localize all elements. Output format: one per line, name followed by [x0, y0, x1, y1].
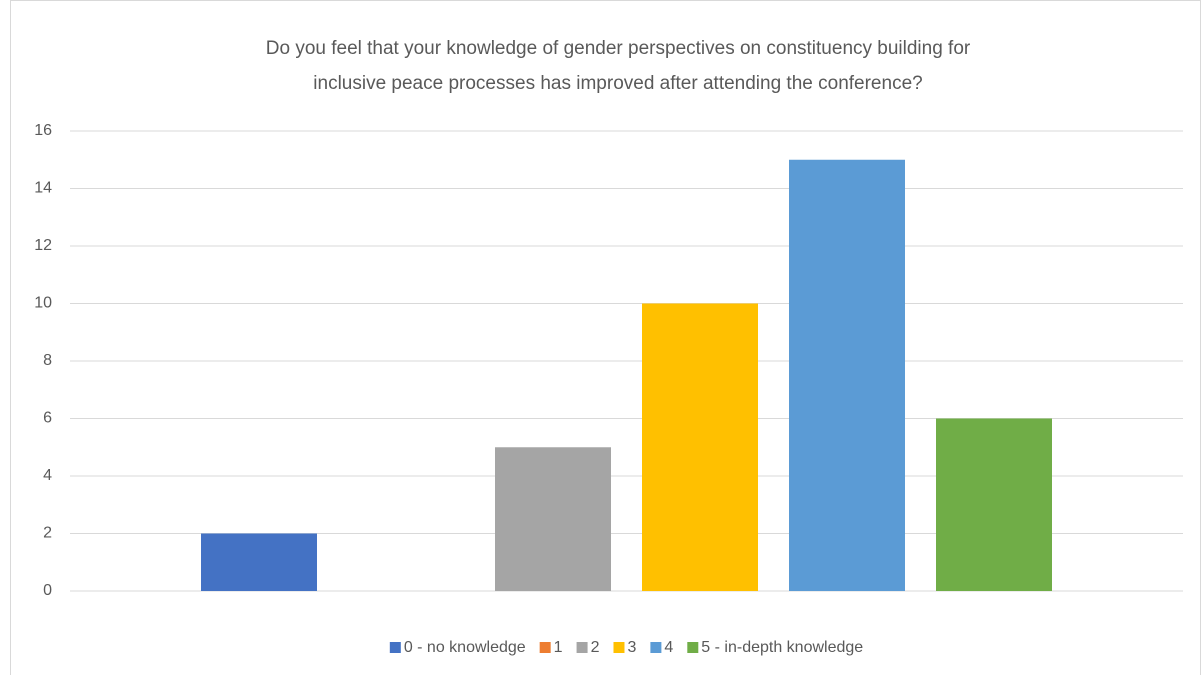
bar — [936, 418, 1052, 591]
bar — [495, 447, 611, 591]
y-tick-label: 6 — [43, 410, 52, 427]
y-tick-label: 2 — [43, 525, 52, 542]
legend-swatch — [613, 642, 625, 653]
legend-swatch — [576, 642, 588, 653]
legend-swatch — [389, 642, 401, 653]
y-tick-label: 0 — [43, 582, 52, 599]
y-tick-label: 14 — [34, 180, 52, 197]
legend-swatch — [539, 642, 551, 653]
legend-label: 1 — [554, 639, 563, 656]
y-tick-label: 8 — [43, 352, 52, 369]
legend-swatch — [687, 642, 699, 653]
legend-label: 5 - in-depth knowledge — [701, 639, 863, 656]
chart-title: inclusive peace processes has improved a… — [313, 73, 922, 94]
bar — [789, 159, 905, 591]
legend-label: 2 — [591, 639, 600, 656]
y-tick-label: 4 — [43, 467, 52, 484]
chart-border — [10, 0, 1201, 675]
chart-title: Do you feel that your knowledge of gende… — [266, 38, 971, 59]
bar — [642, 303, 758, 591]
legend-label: 3 — [627, 639, 636, 656]
y-tick-label: 16 — [34, 122, 52, 139]
legend-label: 0 - no knowledge — [404, 639, 526, 656]
legend: 0 - no knowledge 1 2 3 4 5 - in-depth knowled… — [389, 639, 863, 656]
bar — [201, 533, 317, 591]
y-tick-label: 12 — [34, 237, 52, 254]
legend-label: 4 — [664, 639, 673, 656]
legend-swatch — [650, 642, 662, 653]
y-tick-label: 10 — [34, 295, 52, 312]
